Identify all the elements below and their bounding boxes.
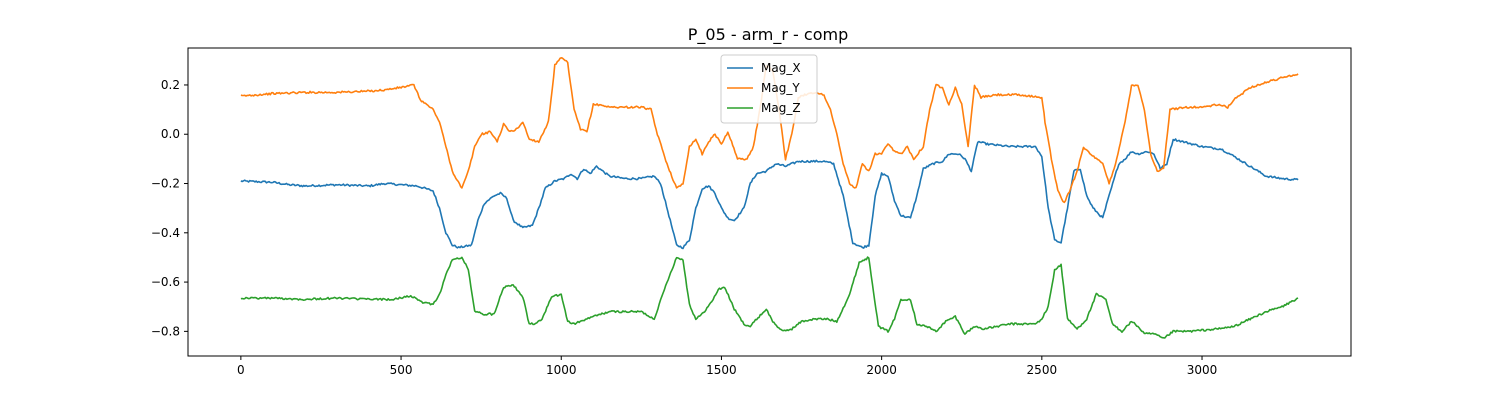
y-tick-label: −0.8 xyxy=(151,324,180,338)
legend: Mag_X Mag_Y Mag_Z xyxy=(720,54,818,124)
legend-label-mag-y: Mag_Y xyxy=(761,81,800,95)
y-tick-label: 0.0 xyxy=(161,127,180,141)
x-tick-label: 1500 xyxy=(706,363,737,377)
series-line-mag-x xyxy=(240,138,1299,250)
series-line-mag-z xyxy=(240,256,1299,339)
x-tick-label: 500 xyxy=(390,363,413,377)
x-axis: 0 500 1000 1500 2000 2500 3000 xyxy=(237,356,1217,377)
x-tick-label: 2000 xyxy=(866,363,897,377)
plot-frame xyxy=(187,47,1352,357)
y-tick-label: −0.4 xyxy=(151,226,180,240)
legend-label-mag-z: Mag_Z xyxy=(761,101,801,115)
y-axis: −0.8 −0.6 −0.4 −0.2 0.0 0.2 xyxy=(151,78,188,338)
y-tick-label: −0.2 xyxy=(151,177,180,191)
x-tick-label: 2500 xyxy=(1027,363,1058,377)
x-tick-label: 3000 xyxy=(1187,363,1218,377)
x-tick-label: 0 xyxy=(237,363,245,377)
y-tick-label: 0.2 xyxy=(161,78,180,92)
y-tick-label: −0.6 xyxy=(151,275,180,289)
x-tick-label: 1000 xyxy=(546,363,577,377)
legend-box xyxy=(720,54,818,124)
chart-title: P_05 - arm_r - comp xyxy=(688,25,849,45)
legend-label-mag-x: Mag_X xyxy=(761,61,801,75)
